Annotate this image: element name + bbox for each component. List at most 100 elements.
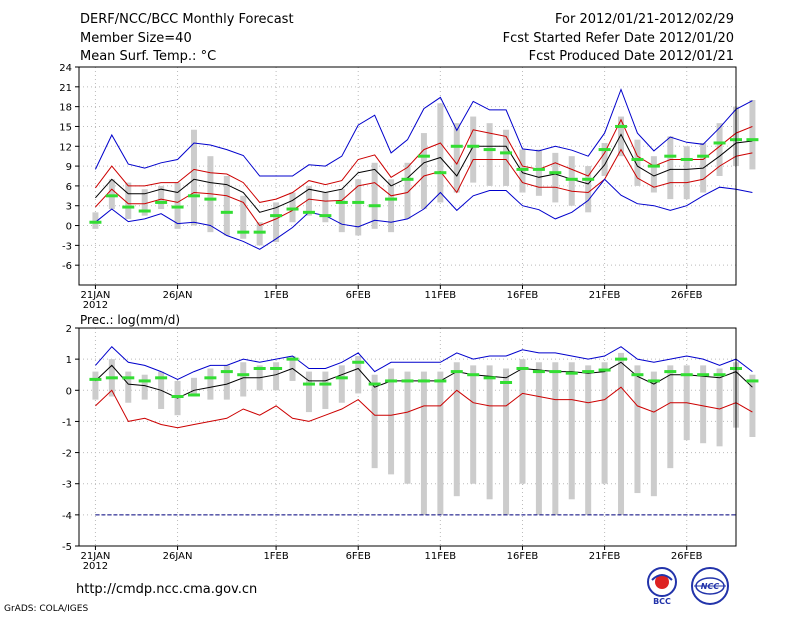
median-marker [664,154,677,158]
median-marker [138,209,151,213]
spread-box [108,179,115,210]
median-marker [385,197,398,201]
spread-box [519,149,526,193]
median-marker [237,230,250,234]
spread-box [92,212,99,229]
series-line-max [95,345,753,380]
x-year-label: 2012 [83,300,108,311]
spread-box [618,352,625,515]
median-marker [401,177,414,181]
median-marker [253,230,266,234]
median-marker [220,210,233,214]
median-marker [204,197,217,201]
spread-box [618,116,625,157]
median-marker [598,368,611,372]
spread-box [289,192,296,223]
spread-box [322,371,329,409]
median-marker [680,373,693,377]
x-tick-label: 11FEB [425,551,457,562]
median-marker [664,370,677,374]
spread-box [273,362,280,391]
median-marker [483,148,496,152]
median-marker [352,360,365,364]
median-marker [565,177,578,181]
series-line-spread_lower [95,148,753,227]
median-marker [598,148,611,152]
spread-box [503,368,510,515]
y-tick-label: -1 [62,417,72,428]
bcc-logo-ring [647,567,677,597]
spread-box [716,123,723,176]
median-marker [582,370,595,374]
median-marker [270,214,283,218]
spread-box [650,156,657,193]
median-marker [286,357,299,361]
x-tick-label: 1FEB [263,551,288,562]
spread-box [437,371,444,515]
median-marker [647,379,660,383]
spread-box [568,156,575,206]
bcc-logo-text: BCC [653,597,671,606]
y-tick-label: 0 [66,386,72,397]
median-marker [516,366,529,370]
median-marker [302,210,315,214]
median-marker [467,373,480,377]
y-tick-label: -3 [62,480,72,491]
y-tick-label: 0 [66,222,72,233]
y-tick-label: -3 [62,241,72,252]
median-marker [335,200,348,204]
median-marker [89,377,102,381]
median-marker [319,214,332,218]
spread-box [141,374,148,400]
spread-box [552,152,559,203]
precip-panel-title: Prec.: log(mm/d) [80,313,180,327]
median-marker [368,382,381,386]
x-tick-label: 11FEB [425,290,457,301]
median-marker [615,357,628,361]
y-tick-label: -4 [62,511,72,522]
forecast-start-date: Fcst Started Refer Date 2012/01/20 [502,31,734,46]
median-marker [253,366,266,370]
spread-box [683,146,690,200]
x-tick-label: 1FEB [263,290,288,301]
spread-box [338,365,345,403]
spread-box [634,139,641,186]
median-marker [204,376,217,380]
spread-box [371,162,378,229]
series-line-lower [95,386,753,429]
median-marker [697,373,710,377]
spread-box [338,189,345,233]
y-tick-label: -6 [62,261,72,272]
median-marker [105,376,118,380]
spread-box [355,179,362,236]
x-tick-label: 21JAN [81,551,111,562]
median-marker [483,376,496,380]
median-marker [352,200,365,204]
median-marker [549,370,562,374]
series-line-min [95,178,753,250]
x-tick-label: 6FEB [346,290,371,301]
median-marker [368,204,381,208]
x-tick-label: 21FEB [589,551,621,562]
median-marker [171,395,184,399]
x-tick-label: 26JAN [163,290,193,301]
bcc-logo: BCC [647,567,677,606]
bcc-logo-arc [651,574,673,581]
spread-box [305,185,312,216]
median-marker [615,124,628,128]
median-marker [631,373,644,377]
spread-box [667,365,674,469]
plot-frame [78,66,737,286]
spread-box [552,362,559,515]
spread-box [141,189,148,216]
median-marker [680,157,693,161]
median-marker [417,379,430,383]
spread-box [535,362,542,515]
median-marker [532,370,545,374]
median-marker [335,376,348,380]
median-marker [450,144,463,148]
median-marker [155,376,168,380]
spread-box [453,123,460,193]
member-size-label: Member Size=40 [80,31,192,46]
